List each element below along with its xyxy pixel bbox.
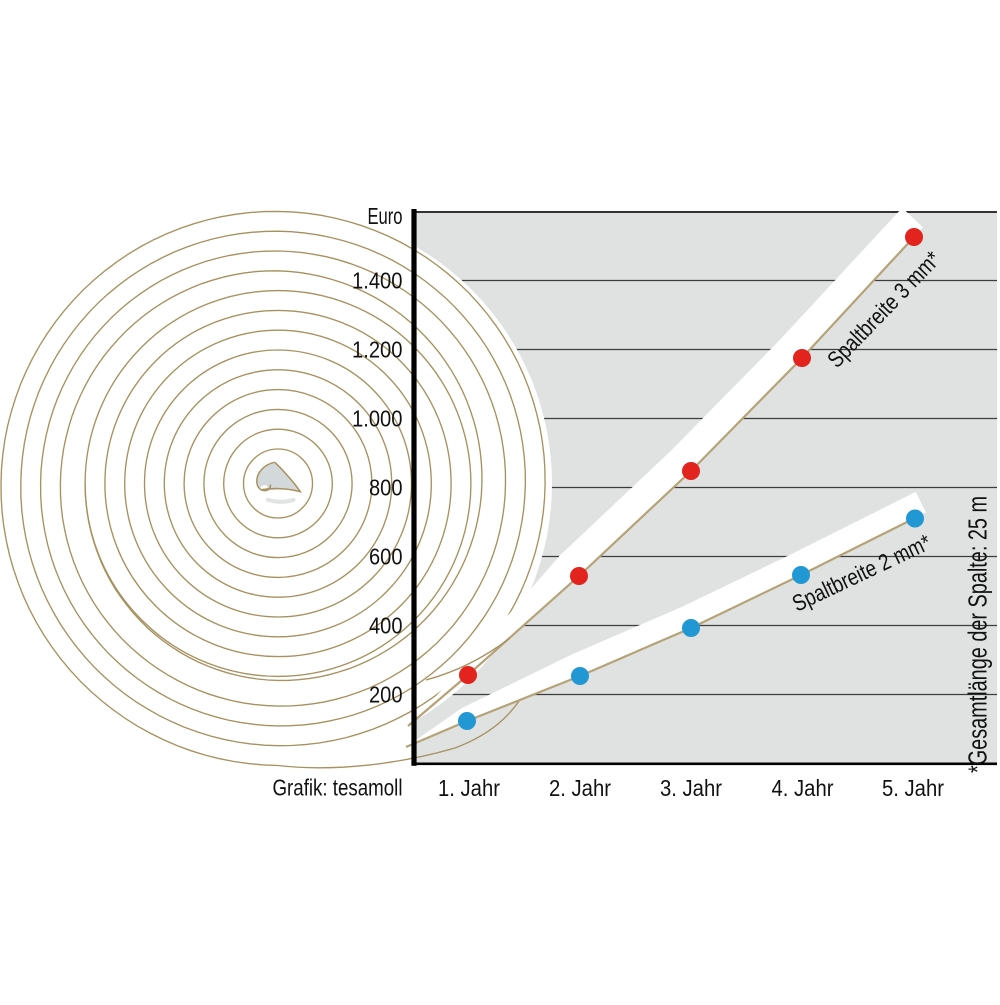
svg-text:Euro: Euro — [368, 203, 403, 229]
svg-text:5. Jahr: 5. Jahr — [882, 775, 944, 801]
svg-text:1.200: 1.200 — [352, 337, 403, 363]
svg-text:Grafik: tesamoll: Grafik: tesamoll — [273, 775, 403, 801]
svg-text:1.400: 1.400 — [352, 268, 403, 294]
svg-text:1.000: 1.000 — [352, 406, 403, 432]
svg-text:1. Jahr: 1. Jahr — [438, 775, 500, 801]
svg-text:4. Jahr: 4. Jahr — [772, 775, 834, 801]
svg-text:400: 400 — [369, 613, 403, 639]
svg-text:200: 200 — [369, 682, 403, 708]
svg-text:3. Jahr: 3. Jahr — [660, 775, 722, 801]
svg-text:800: 800 — [369, 475, 403, 501]
svg-text:*Gesamtlänge der Spalte: 25 m: *Gesamtlänge der Spalte: 25 m — [964, 496, 992, 773]
svg-text:2. Jahr: 2. Jahr — [549, 775, 611, 801]
svg-text:600: 600 — [369, 544, 403, 570]
